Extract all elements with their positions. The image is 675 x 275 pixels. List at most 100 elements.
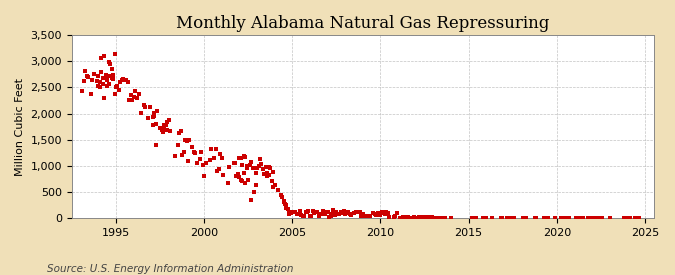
Point xyxy=(162,119,173,124)
Y-axis label: Million Cubic Feet: Million Cubic Feet xyxy=(15,78,25,176)
Point xyxy=(429,216,440,220)
Point xyxy=(588,216,599,220)
Point xyxy=(284,212,295,216)
Point xyxy=(95,80,105,84)
Point xyxy=(134,92,145,96)
Point xyxy=(550,216,561,220)
Point xyxy=(277,195,288,199)
Point xyxy=(315,211,325,216)
Point xyxy=(334,212,345,216)
Point xyxy=(418,216,429,220)
Point xyxy=(319,212,330,216)
Point xyxy=(102,84,113,89)
Point xyxy=(497,216,508,220)
Point xyxy=(213,166,224,171)
Point xyxy=(466,216,477,220)
Point xyxy=(414,216,425,220)
Point xyxy=(303,208,314,213)
Point xyxy=(237,179,248,184)
Point xyxy=(156,128,167,133)
Point xyxy=(377,210,387,214)
Point xyxy=(130,89,140,94)
Point xyxy=(265,165,275,170)
Point xyxy=(587,216,597,220)
Point xyxy=(396,216,406,220)
Point xyxy=(468,216,479,220)
Point xyxy=(416,215,427,219)
Point xyxy=(190,151,200,156)
Point xyxy=(148,111,159,116)
Point xyxy=(144,105,155,110)
Point xyxy=(313,214,324,218)
Point xyxy=(122,80,133,84)
Point xyxy=(278,199,289,204)
Point xyxy=(538,216,549,220)
Point xyxy=(177,153,188,158)
Point xyxy=(148,114,159,118)
Point xyxy=(196,150,207,154)
Point xyxy=(143,116,154,120)
Point xyxy=(329,213,340,217)
Point xyxy=(487,216,497,220)
Point xyxy=(338,208,349,213)
Point xyxy=(619,216,630,220)
Point xyxy=(234,174,245,179)
Point xyxy=(346,213,356,217)
Point xyxy=(563,216,574,220)
Point xyxy=(118,77,129,81)
Point xyxy=(575,216,586,220)
Point xyxy=(218,173,229,177)
Point xyxy=(294,208,305,213)
Point xyxy=(246,198,256,202)
Point xyxy=(172,143,183,147)
Point xyxy=(389,213,400,218)
Point xyxy=(296,213,306,217)
Point xyxy=(93,74,104,78)
Point xyxy=(372,211,383,215)
Point xyxy=(354,210,365,214)
Point xyxy=(369,212,380,216)
Point xyxy=(309,210,320,215)
Point xyxy=(410,216,421,221)
Point xyxy=(495,216,506,221)
Point xyxy=(268,170,279,174)
Point xyxy=(381,210,392,215)
Point xyxy=(422,215,433,219)
Point xyxy=(215,152,225,156)
Point xyxy=(318,209,329,213)
Point xyxy=(88,72,99,76)
Point xyxy=(162,127,173,132)
Point xyxy=(597,216,608,220)
Point xyxy=(151,143,161,148)
Point xyxy=(350,210,361,214)
Point xyxy=(425,215,436,220)
Point xyxy=(306,214,317,219)
Point xyxy=(147,123,158,128)
Point xyxy=(388,215,399,219)
Point xyxy=(406,215,416,220)
Point xyxy=(256,162,267,167)
Point xyxy=(325,214,336,219)
Point xyxy=(518,216,529,220)
Point xyxy=(629,216,640,220)
Point xyxy=(184,138,195,142)
Point xyxy=(323,214,334,219)
Point xyxy=(101,73,111,78)
Point xyxy=(253,164,264,168)
Point xyxy=(560,216,571,220)
Point xyxy=(252,166,263,170)
Point xyxy=(183,159,194,163)
Point xyxy=(107,76,118,81)
Text: Source: U.S. Energy Information Administration: Source: U.S. Energy Information Administ… xyxy=(47,264,294,274)
Point xyxy=(634,216,645,220)
Point xyxy=(111,85,122,89)
Point xyxy=(233,171,244,176)
Point xyxy=(238,171,249,175)
Point xyxy=(261,172,271,176)
Point xyxy=(363,213,374,218)
Point xyxy=(106,66,117,71)
Point xyxy=(103,60,114,65)
Point xyxy=(228,161,239,165)
Point xyxy=(383,210,394,215)
Point xyxy=(181,139,192,144)
